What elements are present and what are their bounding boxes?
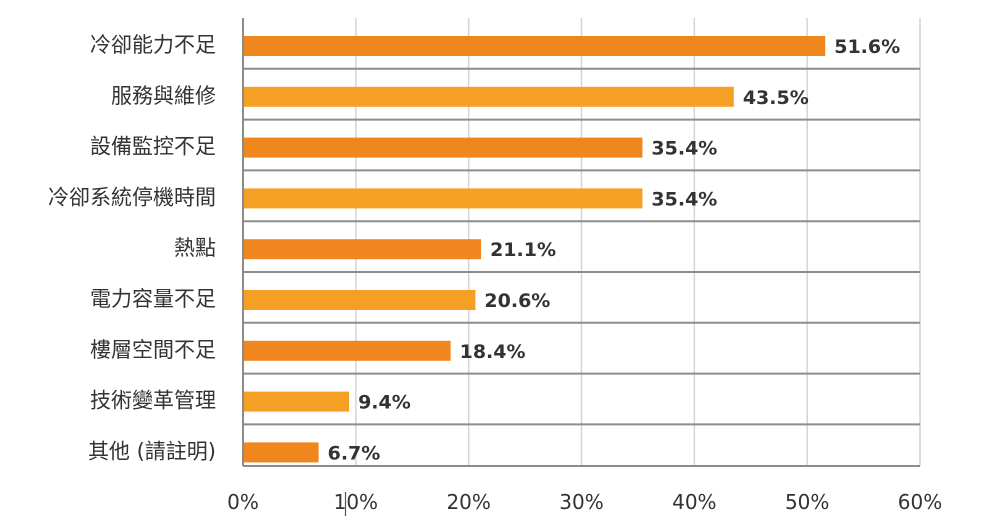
bar <box>243 36 826 56</box>
data-label: 51.6% <box>834 36 900 58</box>
bar <box>243 442 319 463</box>
category-label: 樓層空間不足 <box>90 338 216 362</box>
bar <box>243 188 643 209</box>
category-label: 冷卻系統停機時間 <box>48 185 216 209</box>
axes <box>242 18 920 516</box>
category-label: 設備監控不足 <box>90 135 216 159</box>
data-label: 21.1% <box>490 239 556 261</box>
data-label: 18.4% <box>460 341 526 363</box>
x-tick-label: 40% <box>672 490 716 514</box>
x-tick-label: 30% <box>559 490 603 514</box>
category-label: 服務與維修 <box>111 84 216 108</box>
bar <box>243 340 451 361</box>
x-tick-label: 0% <box>227 490 259 514</box>
bars <box>243 36 826 463</box>
x-tick-label: 10% <box>334 490 378 514</box>
data-label: 20.6% <box>484 290 550 312</box>
category-label: 技術變革管理 <box>90 389 216 413</box>
labels: 0% 10% 20% 30% 40% 50% 60% 冷卻能力不足 51.6% 服務與維修 43.5… <box>48 33 942 514</box>
bar <box>243 86 734 107</box>
data-label: 43.5% <box>743 87 809 109</box>
category-label: 其他 (請註明) <box>88 439 216 463</box>
bar <box>243 239 482 260</box>
category-separators <box>243 67 920 426</box>
bar <box>243 391 350 412</box>
data-label: 35.4% <box>651 138 717 160</box>
data-label: 6.7% <box>328 442 381 464</box>
category-label: 冷卻能力不足 <box>90 33 216 57</box>
bar <box>243 137 643 158</box>
bar <box>243 290 476 310</box>
data-label: 35.4% <box>651 188 717 210</box>
x-tick-label: 20% <box>446 490 490 514</box>
x-tick-label: 50% <box>785 490 829 514</box>
data-label: 9.4% <box>358 392 411 414</box>
x-tick-label: 60% <box>898 490 942 514</box>
category-label: 電力容量不足 <box>90 287 216 311</box>
category-label: 熱點 <box>174 236 216 260</box>
